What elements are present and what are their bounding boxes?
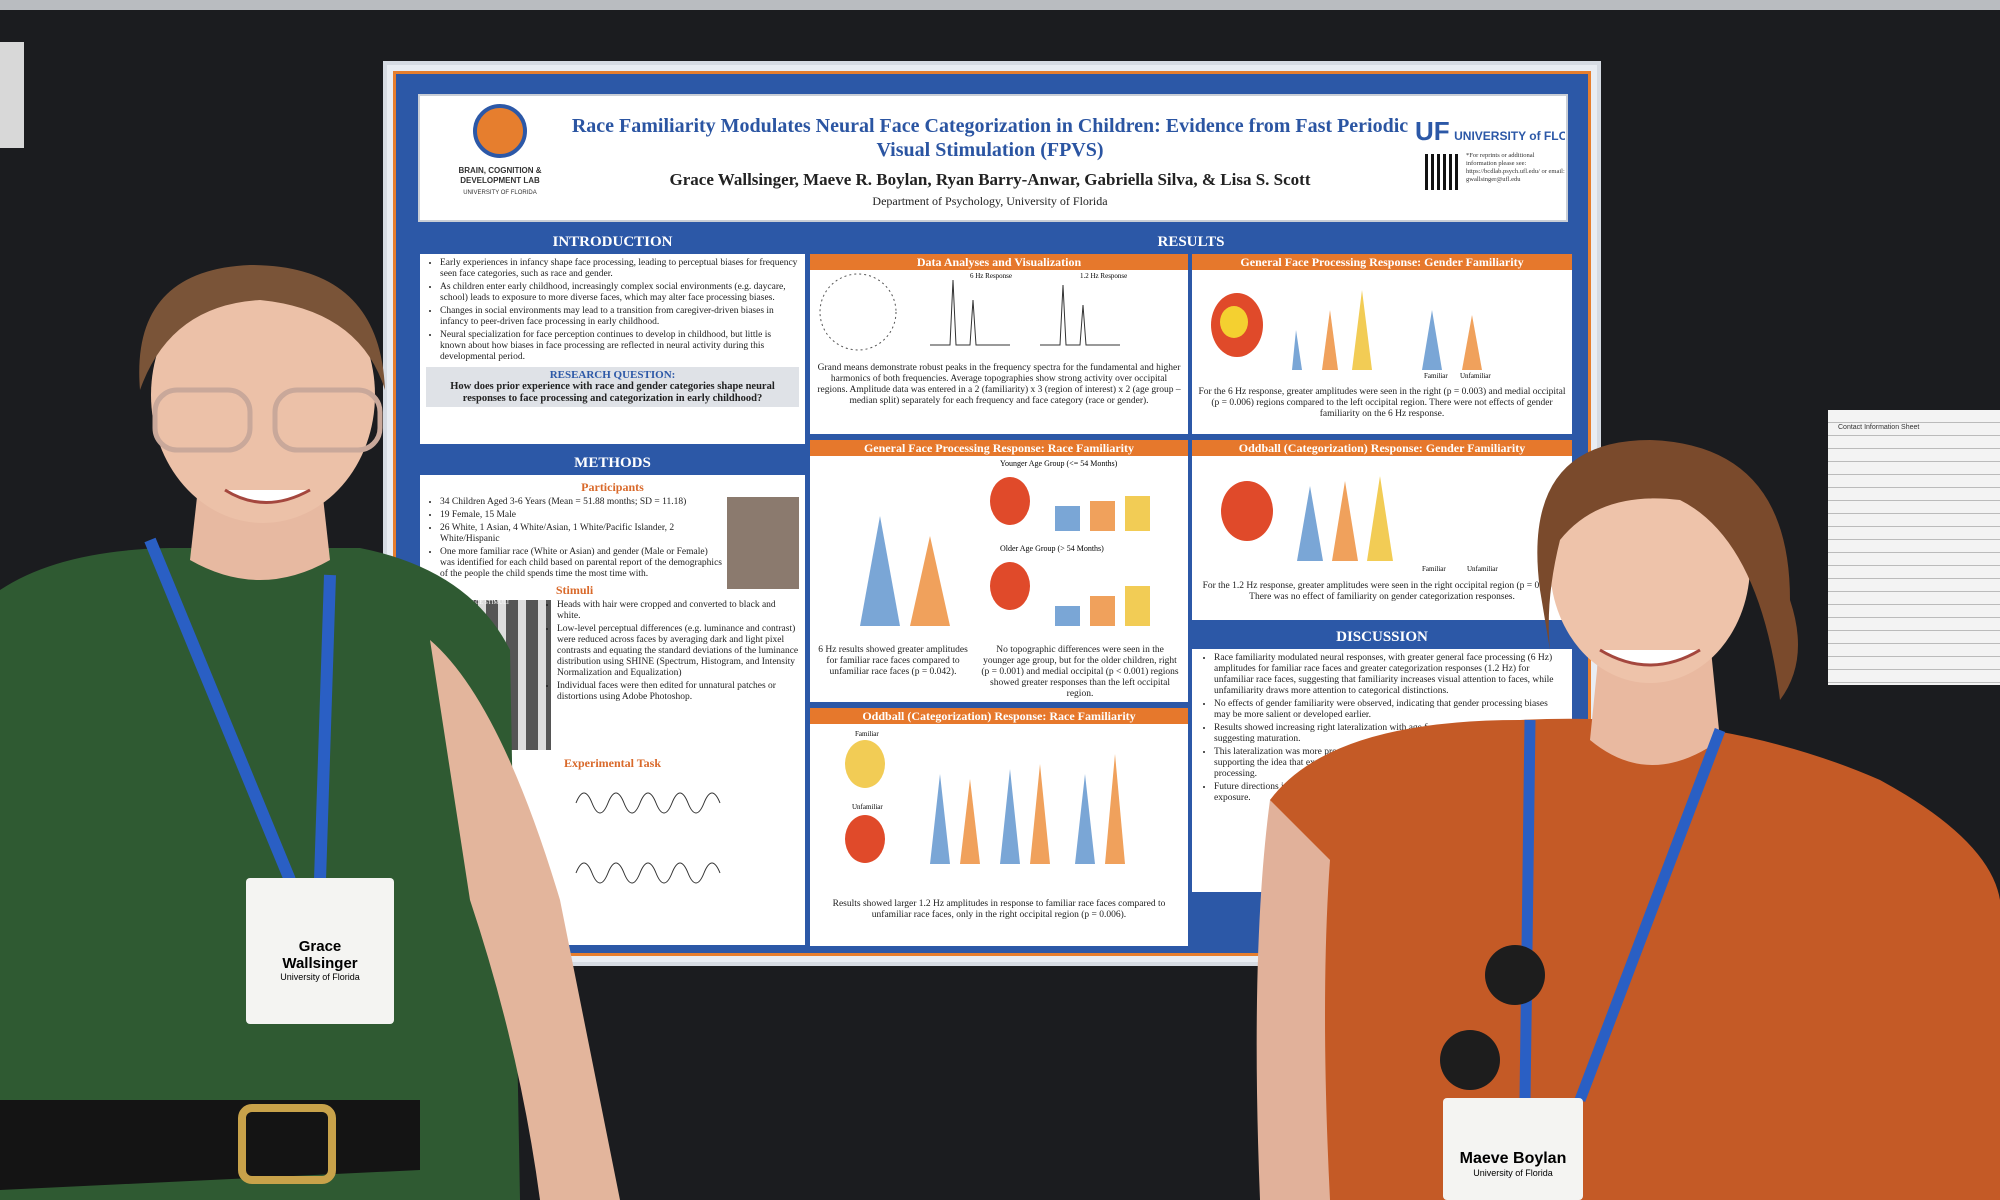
plot-label: Familiar (1424, 372, 1448, 380)
name-badge: Grace Wallsinger University of Florida (246, 878, 394, 1024)
panel-heading: Oddball (Categorization) Response: Gende… (1192, 440, 1572, 456)
section-heading: METHODS (420, 452, 805, 474)
panel-heading: Oddball (Categorization) Response: Race … (810, 708, 1188, 724)
sunglasses (1440, 1030, 1500, 1090)
subheading: Experimental Task (563, 756, 662, 770)
poster: BRAIN, COGNITION & DEVELOPMENT LAB UNIVE… (383, 61, 1601, 966)
result-panel: General Face Processing Response: Race F… (810, 440, 1188, 702)
belt (0, 1100, 420, 1190)
department: Department of Psychology, University of … (872, 194, 1108, 208)
methods: Participants 34 Children Aged 3-6 Years … (420, 475, 805, 945)
panel-heading: General Face Processing Response: Gender… (1192, 254, 1572, 270)
violin-plot: Familiar Unfamiliar (1211, 290, 1491, 380)
authors: Grace Wallsinger, Maeve R. Boylan, Ryan … (669, 170, 1311, 189)
badge-affiliation: University of Florida (1473, 1168, 1553, 1178)
question-heading: RESEARCH QUESTION: (549, 369, 676, 381)
face-stimuli: FACE STIMULI (426, 600, 551, 750)
caption: 6 Hz results showed greater amplitudes f… (818, 645, 968, 677)
caption: For the 6 Hz response, greater amplitude… (1198, 387, 1566, 419)
result-panel: Oddball (Categorization) Response: Race … (810, 708, 1188, 946)
bullet: 34 Children Aged 3-6 Years (Mean = 51.88… (440, 497, 799, 508)
plot-label: 6 Hz Response (970, 272, 1012, 280)
task-figure (575, 792, 721, 884)
badge-name: Grace Wallsinger (282, 938, 358, 972)
uf-mark: UF (1415, 116, 1450, 146)
uf-logo: UF UNIVERSITY of FLORIDA (1415, 116, 1565, 146)
introduction: Early experiences in infancy shape face … (420, 254, 805, 444)
uf-name: UNIVERSITY of FLORIDA (1454, 129, 1565, 143)
bullet: Future directions include using larger s… (1214, 782, 1564, 804)
caption: For the 1.2 Hz response, greater amplitu… (1202, 581, 1562, 602)
badge-affiliation: University of Florida (280, 972, 360, 982)
name-badge: Maeve Boylan University of Florida (1443, 1098, 1583, 1200)
discussion: Race familiarity modulated neural respon… (1192, 649, 1572, 892)
section-heading: INTRODUCTION (420, 231, 805, 253)
section-heading: RESULTS (810, 231, 1572, 253)
violin-plot: Younger Age Group (<= 54 Months) Older A… (860, 459, 1150, 626)
plot-label: Familiar (1422, 565, 1446, 573)
plot-label: Unfamiliar (1460, 372, 1491, 380)
result-panel: General Face Processing Response: Gender… (1192, 254, 1572, 434)
bullet: One more familiar race (White or Asian) … (440, 547, 799, 580)
reprints: *For reprints or additional information … (1466, 152, 1565, 183)
plot-label: Familiar (855, 730, 879, 738)
result-panel: Oddball (Categorization) Response: Gende… (1192, 440, 1572, 620)
bullet: Race familiarity modulated neural respon… (1214, 653, 1564, 697)
bullet: As children enter early childhood, incre… (440, 282, 799, 304)
ceiling-strip (0, 0, 2000, 10)
lanyard (144, 537, 336, 883)
plot-label: Unfamiliar (1467, 565, 1498, 573)
qr-code (1425, 154, 1461, 190)
paper-edge (0, 42, 24, 148)
section-heading: DISCUSSION (1192, 626, 1572, 648)
plot-label: Unfamiliar (852, 803, 883, 811)
panel-heading: General Face Processing Response: Race F… (810, 440, 1188, 456)
caption: Results showed larger 1.2 Hz amplitudes … (832, 899, 1166, 920)
plot-label: Older Age Group (> 54 Months) (1000, 544, 1104, 553)
neck (1590, 640, 1720, 765)
lab-name: BRAIN, COGNITION & DEVELOPMENT LAB (458, 166, 542, 185)
smile (224, 488, 311, 504)
bullet: Heads with hair were cropped and convert… (440, 600, 799, 622)
bullet: Changes in social environments may lead … (440, 306, 799, 328)
subheading: Participants (581, 480, 644, 494)
bullet: Early experiences in infancy shape face … (440, 258, 799, 280)
neck (190, 470, 330, 580)
caption: Grand means demonstrate robust peaks in … (817, 363, 1181, 406)
badge-name: Maeve Boylan (1459, 1150, 1567, 1167)
violin-plot: Familiar Unfamiliar (1221, 476, 1498, 573)
hair (139, 265, 385, 390)
bullet: Individual faces were then edited for un… (440, 681, 799, 703)
face (151, 267, 375, 523)
result-panel: Data Analyses and Visualization 6 Hz Res… (810, 254, 1188, 434)
plot-label: Younger Age Group (<= 54 Months) (1000, 459, 1118, 468)
subheading: Stimuli (555, 583, 594, 597)
research-question: How does prior experience with race and … (450, 381, 775, 404)
bullet: Results showed increasing right laterali… (1214, 723, 1564, 745)
poster-header: BRAIN, COGNITION & DEVELOPMENT LAB UNIVE… (418, 94, 1568, 222)
sheet-title: Contact Information Sheet (1838, 424, 1990, 431)
lab-university: UNIVERSITY OF FLORIDA (463, 190, 537, 196)
plot-label: 1.2 Hz Response (1080, 272, 1127, 280)
caption: No topographic differences were seen in … (981, 645, 1179, 699)
bullet: 19 Female, 15 Male (440, 510, 799, 521)
poster-frame: BRAIN, COGNITION & DEVELOPMENT LAB UNIVE… (393, 71, 1591, 956)
glasses (152, 387, 253, 453)
poster-title: Race Familiarity Modulates Neural Face C… (571, 115, 1409, 161)
bullet: No effects of gender familiarity were ob… (1214, 699, 1564, 721)
panel-heading: Data Analyses and Visualization (810, 254, 1188, 270)
lab-logo: BRAIN, COGNITION & DEVELOPMENT LAB UNIVE… (440, 104, 560, 214)
violin-plot: Familiar Unfamiliar (845, 730, 1125, 864)
glasses (272, 387, 383, 453)
spectra: 6 Hz Response 1.2 Hz Response (819, 272, 1127, 351)
bullet: This lateralization was more pronounced … (1214, 747, 1564, 780)
sign-sheet: Contact Information Sheet (1828, 410, 2000, 685)
buckle (238, 1104, 336, 1184)
bullet: Neural specialization for face perceptio… (440, 330, 799, 363)
bullet: 26 White, 1 Asian, 4 White/Asian, 1 Whit… (440, 523, 799, 545)
smile (1599, 648, 1701, 667)
